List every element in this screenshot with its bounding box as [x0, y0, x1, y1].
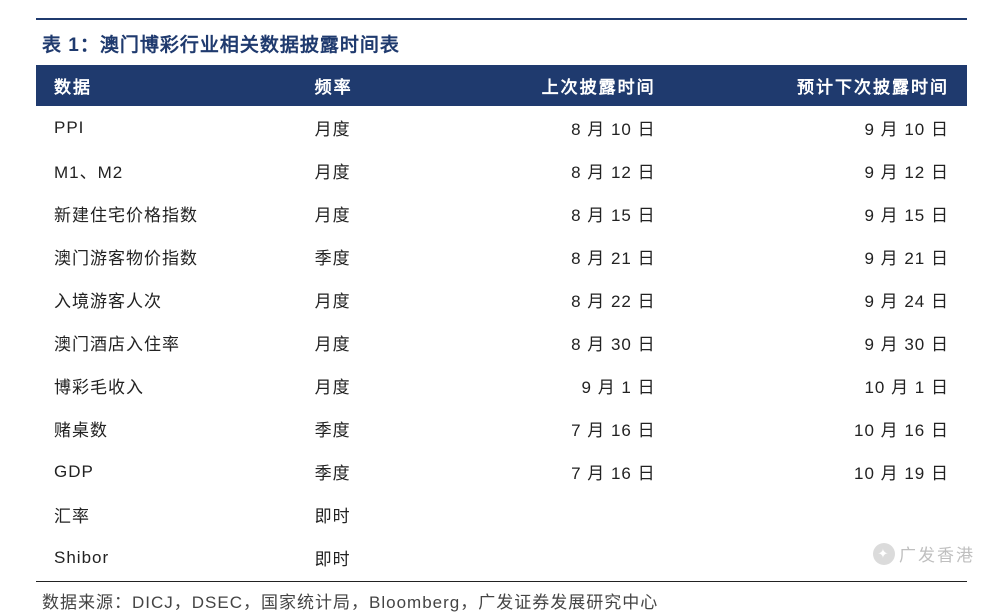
cell-last	[464, 493, 715, 536]
cell-freq: 季度	[297, 450, 465, 493]
cell-last: 7 月 16 日	[464, 407, 715, 450]
table-header-row: 数据 频率 上次披露时间 预计下次披露时间	[36, 65, 967, 106]
cell-freq: 月度	[297, 106, 465, 149]
cell-next: 9 月 21 日	[716, 235, 967, 278]
col-header-data: 数据	[36, 65, 297, 106]
cell-freq: 月度	[297, 149, 465, 192]
cell-last: 8 月 10 日	[464, 106, 715, 149]
table-row: Shibor即时	[36, 536, 967, 579]
cell-next: 10 月 1 日	[716, 364, 967, 407]
cell-freq: 季度	[297, 235, 465, 278]
cell-next: 10 月 19 日	[716, 450, 967, 493]
table-row: 澳门游客物价指数季度8 月 21 日9 月 21 日	[36, 235, 967, 278]
cell-freq: 月度	[297, 364, 465, 407]
title-top-rule	[36, 18, 967, 20]
cell-freq: 月度	[297, 192, 465, 235]
cell-freq: 季度	[297, 407, 465, 450]
cell-last: 7 月 16 日	[464, 450, 715, 493]
col-header-next: 预计下次披露时间	[716, 65, 967, 106]
col-header-last: 上次披露时间	[464, 65, 715, 106]
table-row: 赌桌数季度7 月 16 日10 月 16 日	[36, 407, 967, 450]
cell-data: 汇率	[36, 493, 297, 536]
table-row: 澳门酒店入住率月度8 月 30 日9 月 30 日	[36, 321, 967, 364]
cell-last	[464, 536, 715, 579]
cell-freq: 即时	[297, 536, 465, 579]
cell-data: 澳门酒店入住率	[36, 321, 297, 364]
cell-last: 8 月 15 日	[464, 192, 715, 235]
table-row: 新建住宅价格指数月度8 月 15 日9 月 15 日	[36, 192, 967, 235]
cell-last: 8 月 12 日	[464, 149, 715, 192]
table-row: 入境游客人次月度8 月 22 日9 月 24 日	[36, 278, 967, 321]
cell-freq: 月度	[297, 321, 465, 364]
cell-next	[716, 493, 967, 536]
data-source: 数据来源：DICJ，DSEC，国家统计局，Bloomberg，广发证券发展研究中…	[36, 582, 967, 613]
cell-freq: 即时	[297, 493, 465, 536]
cell-data: 入境游客人次	[36, 278, 297, 321]
cell-data: M1、M2	[36, 149, 297, 192]
cell-data: PPI	[36, 106, 297, 149]
cell-freq: 月度	[297, 278, 465, 321]
table-row: GDP季度7 月 16 日10 月 19 日	[36, 450, 967, 493]
cell-data: GDP	[36, 450, 297, 493]
table-title: 表 1：澳门博彩行业相关数据披露时间表	[36, 26, 967, 65]
cell-next	[716, 536, 967, 579]
cell-next: 9 月 10 日	[716, 106, 967, 149]
cell-data: 博彩毛收入	[36, 364, 297, 407]
cell-last: 8 月 30 日	[464, 321, 715, 364]
disclosure-table: 数据 频率 上次披露时间 预计下次披露时间 PPI月度8 月 10 日9 月 1…	[36, 65, 967, 579]
cell-last: 9 月 1 日	[464, 364, 715, 407]
table-row: M1、M2月度8 月 12 日9 月 12 日	[36, 149, 967, 192]
cell-last: 8 月 22 日	[464, 278, 715, 321]
table-row: 汇率即时	[36, 493, 967, 536]
table-row: PPI月度8 月 10 日9 月 10 日	[36, 106, 967, 149]
cell-next: 9 月 15 日	[716, 192, 967, 235]
cell-last: 8 月 21 日	[464, 235, 715, 278]
cell-next: 10 月 16 日	[716, 407, 967, 450]
cell-data: 澳门游客物价指数	[36, 235, 297, 278]
col-header-freq: 频率	[297, 65, 465, 106]
cell-next: 9 月 24 日	[716, 278, 967, 321]
table-row: 博彩毛收入月度9 月 1 日10 月 1 日	[36, 364, 967, 407]
cell-data: Shibor	[36, 536, 297, 579]
cell-next: 9 月 30 日	[716, 321, 967, 364]
cell-next: 9 月 12 日	[716, 149, 967, 192]
cell-data: 赌桌数	[36, 407, 297, 450]
cell-data: 新建住宅价格指数	[36, 192, 297, 235]
